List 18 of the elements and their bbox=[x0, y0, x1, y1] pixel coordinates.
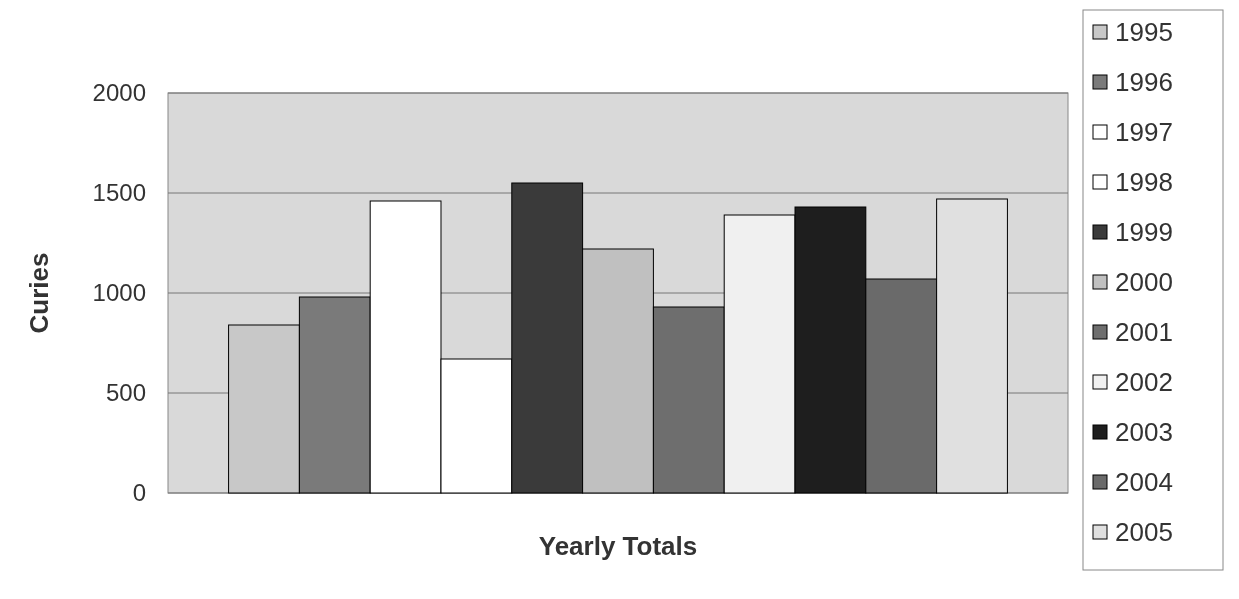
y-tick-label: 1000 bbox=[92, 279, 146, 307]
legend-label: 2002 bbox=[1115, 367, 1173, 398]
legend-label: 1997 bbox=[1115, 117, 1173, 148]
x-axis-title: Yearly Totals bbox=[538, 531, 698, 561]
legend-label: 1999 bbox=[1115, 217, 1173, 248]
legend-label: 2005 bbox=[1115, 517, 1173, 548]
legend-label: 1996 bbox=[1115, 67, 1173, 98]
y-tick-label: 0 bbox=[132, 479, 146, 507]
y-tick-label: 500 bbox=[105, 379, 146, 407]
y-tick-label: 1500 bbox=[92, 179, 146, 207]
legend-label: 2004 bbox=[1115, 467, 1173, 498]
legend-label: 1995 bbox=[1115, 17, 1173, 48]
legend-label: 2003 bbox=[1115, 417, 1173, 448]
legend-label: 2001 bbox=[1115, 317, 1173, 348]
legend-label: 2000 bbox=[1115, 267, 1173, 298]
legend-label: 1998 bbox=[1115, 167, 1173, 198]
y-axis-title: Curies bbox=[24, 252, 54, 334]
y-tick-label: 2000 bbox=[92, 79, 146, 107]
